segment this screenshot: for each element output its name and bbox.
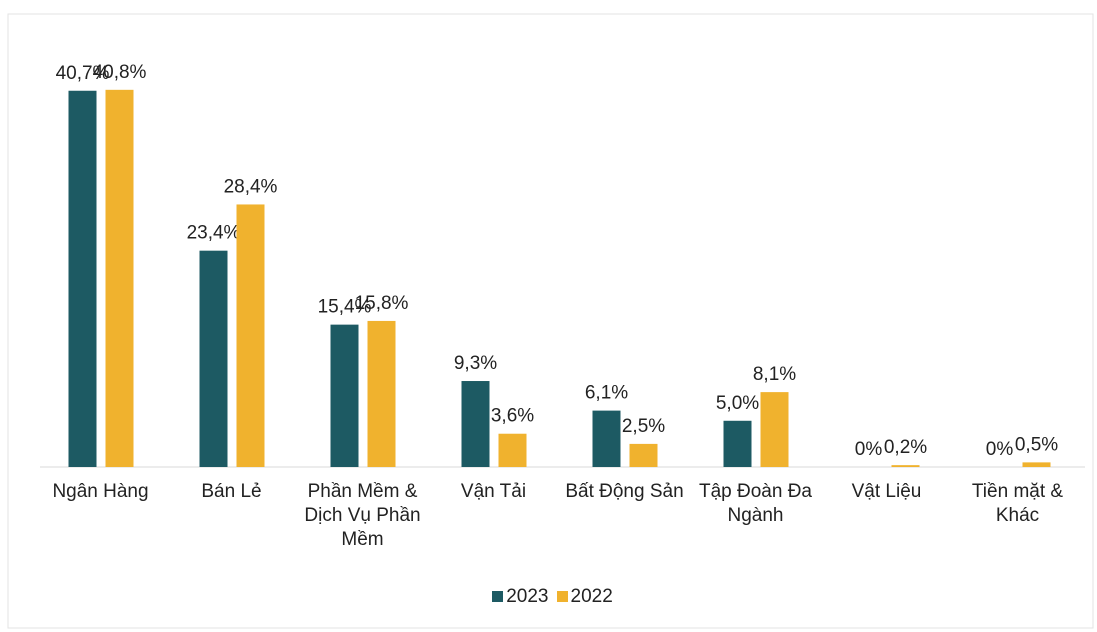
bar — [68, 90, 97, 468]
x-tick-label: Bán Lẻ — [201, 481, 262, 502]
data-label: 40,8% — [93, 62, 147, 83]
bar — [592, 410, 621, 467]
x-tick-label: Vận Tải — [460, 481, 527, 502]
bar — [891, 465, 920, 467]
bar — [723, 420, 752, 467]
data-label: 0,5% — [1015, 434, 1058, 455]
legend-swatch — [556, 591, 568, 602]
data-label: 0% — [855, 439, 883, 460]
x-tick-label: Tập Đoàn Đa Ngành — [698, 481, 812, 526]
legend: 2023 2022 — [0, 586, 1097, 608]
bar — [1022, 462, 1051, 467]
x-tick-label: Ngân Hàng — [52, 481, 149, 502]
data-label: 0% — [986, 439, 1014, 460]
frame — [7, 13, 1094, 629]
bar — [105, 89, 134, 468]
x-tick-label: Bất Động Sản — [565, 481, 684, 502]
bar — [629, 443, 658, 467]
x-tick-label: Tiền mặt & Khác — [971, 481, 1064, 526]
bar — [330, 324, 359, 467]
data-label: 6,1% — [585, 383, 628, 404]
legend-label: 2023 — [506, 586, 549, 607]
data-label: 28,4% — [224, 176, 278, 197]
data-label: 15,8% — [355, 293, 409, 314]
data-label: 8,1% — [753, 364, 796, 385]
x-tick-label: Phần Mềm & Dịch Vụ Phần Mềm — [304, 481, 421, 550]
data-label: 9,3% — [454, 353, 497, 374]
bar — [199, 250, 228, 467]
data-label: 40,7% — [56, 63, 110, 84]
bar — [367, 320, 396, 467]
x-tick-label: Vật Liệu — [851, 481, 922, 502]
data-label: 0,2% — [884, 437, 927, 458]
data-label: 23,4% — [187, 223, 241, 244]
legend-swatch — [492, 591, 504, 602]
bar — [236, 204, 265, 468]
data-label: 15,4% — [318, 297, 372, 318]
bar — [760, 392, 789, 467]
data-label: 3,6% — [491, 406, 534, 427]
bar — [498, 433, 527, 467]
bar — [461, 381, 490, 467]
data-label: 5,0% — [716, 393, 759, 414]
legend-label: 2022 — [570, 586, 613, 607]
data-label: 2,5% — [622, 416, 665, 437]
